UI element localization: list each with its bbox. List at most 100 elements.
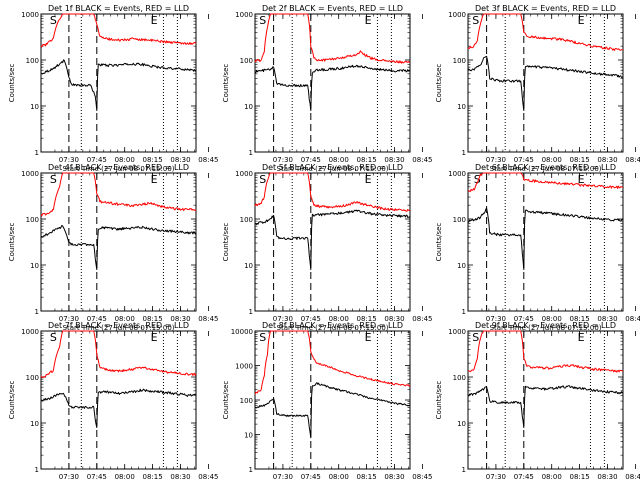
x-tick-label: 07:45: [514, 315, 534, 323]
start-annotation: S: [50, 331, 57, 344]
y-tick-label: 1000: [21, 170, 39, 178]
end-annotation: E: [578, 14, 585, 27]
x-tick-label: 08:00: [115, 156, 135, 164]
y-tick-label: 1000: [21, 11, 39, 19]
x-tick-label: 08:30: [384, 315, 404, 323]
panel-det-3f: Det 3f BLACK = Events, RED = LLD 1 10 100 10…: [435, 4, 640, 173]
y-tick-label: 1000: [235, 170, 253, 178]
chart-title: Det 3f BLACK = Events, RED = LLD: [475, 4, 616, 13]
x-tick-label: 08:00: [115, 473, 135, 480]
end-annotation: E: [151, 14, 158, 27]
panel-det-8f: Det 8f BLACK = Events, RED = LLD 1 10 100 10…: [222, 321, 432, 480]
series-line-lld: [254, 172, 411, 212]
x-tick-label: 07:45: [301, 315, 321, 323]
x-tick-label: 08:30: [170, 156, 190, 164]
y-tick-label: 10: [30, 103, 39, 111]
y-tick-label: 10: [457, 262, 466, 270]
y-tick-label: 100: [240, 57, 253, 65]
y-axis-label: Counts/sec: [222, 381, 230, 420]
end-annotation: E: [578, 173, 585, 186]
series-line-events: [254, 64, 411, 111]
x-tick-label: 08:15: [357, 156, 377, 164]
series-line-events: [467, 207, 624, 270]
x-tick-label: 08:45: [198, 473, 218, 480]
y-tick-label: 100: [240, 216, 253, 224]
y-axis-label: Counts/sec: [222, 223, 230, 262]
series-line-lld: [40, 330, 197, 379]
y-tick-label: 1: [35, 149, 39, 157]
plot-frame: [254, 172, 411, 312]
x-tick-label: 08:00: [115, 315, 135, 323]
x-tick-label: 08:15: [143, 156, 163, 164]
y-axis-label: Counts/sec: [435, 223, 443, 262]
x-tick-label: 07:30: [486, 156, 506, 164]
panel-det-7f: Det 7f BLACK = Events, RED = LLD 1 10 100 10…: [8, 321, 218, 480]
y-tick-label: 10: [244, 432, 253, 440]
y-tick-label: 1000: [448, 328, 466, 336]
start-annotation: S: [472, 14, 479, 27]
x-tick-label: 07:30: [273, 473, 293, 480]
start-annotation: S: [50, 173, 57, 186]
x-axis-label: Start Time (27-Jun-08 07:15:00): [277, 165, 389, 173]
panel-det-1f: Det 1f BLACK = Events, RED = LLD 1 10 100 10…: [8, 4, 218, 173]
series-line-events: [41, 224, 197, 270]
y-tick-label: 1000: [235, 11, 253, 19]
series-line-events: [254, 382, 411, 439]
x-tick-label: 08:45: [625, 473, 640, 480]
plot-frame: [467, 330, 624, 470]
y-tick-label: 10: [457, 420, 466, 428]
x-tick-label: 08:45: [412, 473, 432, 480]
series-line-events: [40, 388, 197, 428]
series-line-events: [467, 55, 624, 111]
panel-det-6f: Det 6f BLACK = Events, RED = LLD 1 10 100 10…: [435, 163, 640, 332]
x-tick-label: 08:30: [170, 473, 190, 480]
x-tick-label: 07:45: [301, 473, 321, 480]
x-tick-label: 08:15: [570, 156, 590, 164]
y-tick-label: 10: [30, 262, 39, 270]
x-tick-label: 08:45: [625, 156, 640, 164]
x-tick-label: 08:45: [625, 315, 640, 323]
series-line-events: [467, 385, 624, 428]
series-line-lld: [467, 172, 624, 193]
panel-det-5f: Det 5f BLACK = Events, RED = LLD 1 10 100 10…: [222, 163, 432, 332]
end-annotation: E: [365, 173, 372, 186]
x-tick-label: 08:45: [412, 315, 432, 323]
x-tick-label: 08:00: [329, 156, 349, 164]
plot-frame: [467, 172, 624, 312]
x-axis-label: Start Time (27-Jun-08 07:15:00): [277, 324, 389, 332]
y-axis-label: Counts/sec: [8, 381, 16, 420]
y-tick-label: 1: [462, 308, 466, 316]
y-axis-label: Counts/sec: [435, 64, 443, 103]
plot-frame: [467, 13, 624, 153]
y-tick-label: 100: [26, 57, 39, 65]
y-tick-label: 10: [244, 262, 253, 270]
y-tick-label: 1000: [448, 170, 466, 178]
x-tick-label: 08:45: [198, 315, 218, 323]
x-tick-label: 08:30: [384, 473, 404, 480]
start-annotation: S: [259, 331, 266, 344]
x-tick-label: 07:45: [514, 156, 534, 164]
x-tick-label: 08:15: [357, 315, 377, 323]
y-axis-label: Counts/sec: [8, 64, 16, 103]
end-annotation: E: [365, 14, 372, 27]
start-annotation: S: [259, 173, 266, 186]
start-annotation: S: [474, 173, 481, 186]
y-axis-label: Counts/sec: [222, 64, 230, 103]
x-tick-label: 08:30: [597, 156, 617, 164]
x-tick-label: 07:30: [59, 156, 79, 164]
plot-frame: [40, 330, 197, 470]
series-line-lld: [40, 172, 197, 217]
series-line-lld: [467, 330, 623, 373]
series-line-events: [254, 209, 411, 270]
chart-title: Det 4f BLACK = Events, RED = LLD: [48, 163, 189, 172]
x-tick-label: 07:45: [87, 315, 107, 323]
series-line-lld: [254, 13, 411, 64]
y-tick-label: 10: [457, 103, 466, 111]
y-tick-label: 1: [249, 149, 253, 157]
x-tick-label: 08:00: [329, 315, 349, 323]
y-axis-label: Counts/sec: [435, 381, 443, 420]
x-tick-label: 08:15: [143, 473, 163, 480]
chart-title: Det 6f BLACK = Events, RED = LLD: [475, 163, 616, 172]
x-tick-label: 08:15: [570, 473, 590, 480]
x-tick-label: 08:15: [570, 315, 590, 323]
